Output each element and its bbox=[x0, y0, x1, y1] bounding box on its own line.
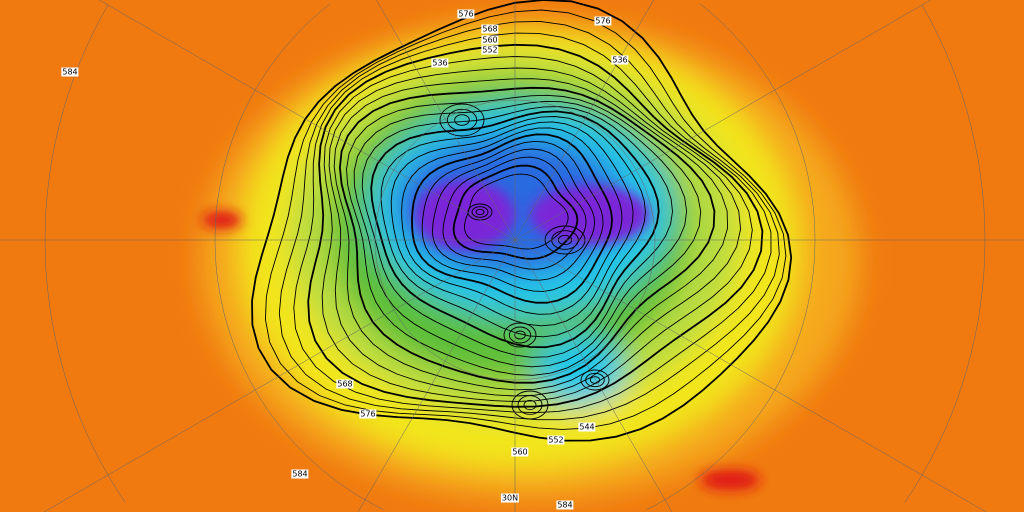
contour-line bbox=[346, 94, 702, 376]
closed-contour bbox=[517, 395, 543, 415]
meridian-line bbox=[99, 0, 516, 241]
contour-line bbox=[370, 110, 660, 349]
contour-line bbox=[464, 173, 569, 250]
meridian-line bbox=[357, 239, 516, 512]
contour-label: 544 bbox=[578, 422, 596, 432]
contour-line bbox=[338, 86, 716, 384]
contour-line bbox=[321, 56, 753, 402]
hot-spot bbox=[700, 470, 760, 490]
closed-contour bbox=[585, 372, 605, 388]
contour-line bbox=[442, 156, 587, 270]
meridian-line bbox=[376, 0, 516, 241]
closed-contour bbox=[454, 114, 470, 126]
contour-label: 584 bbox=[61, 67, 79, 77]
contour-line bbox=[390, 121, 634, 327]
contour-label: 576 bbox=[594, 16, 612, 26]
contour-label: 584 bbox=[556, 500, 574, 510]
contour-line bbox=[264, 9, 787, 430]
contour-line bbox=[421, 140, 604, 292]
contour-line bbox=[333, 78, 729, 391]
contour-label: 536 bbox=[611, 55, 629, 65]
meridian-line bbox=[514, 239, 987, 512]
closed-contour bbox=[471, 206, 489, 218]
contour-line bbox=[307, 43, 764, 408]
closed-contour bbox=[475, 208, 485, 216]
contour-label: 568 bbox=[336, 379, 354, 389]
meridian-line bbox=[514, 239, 673, 512]
closed-contour bbox=[446, 108, 478, 132]
contour-label: 30N bbox=[500, 493, 520, 503]
closed-contour bbox=[589, 376, 601, 384]
latitude-circle bbox=[44, 4, 986, 503]
contour-line bbox=[353, 100, 688, 368]
contour-line bbox=[251, 0, 793, 442]
purple-core-east bbox=[530, 185, 650, 245]
contour-line bbox=[278, 20, 780, 421]
contour-label: 584 bbox=[291, 469, 309, 479]
contour-line bbox=[361, 106, 673, 358]
contour-label: 536 bbox=[431, 58, 449, 68]
contour-line bbox=[432, 148, 596, 281]
closed-contour bbox=[523, 399, 537, 411]
contour-label: 576 bbox=[457, 9, 475, 19]
cyan-lobe bbox=[535, 335, 625, 405]
contour-line bbox=[380, 116, 646, 338]
contour-label: 552 bbox=[481, 45, 499, 55]
contour-lines bbox=[251, 0, 793, 442]
closed-contour bbox=[503, 322, 537, 348]
contour-line bbox=[411, 133, 613, 304]
contour-label: 568 bbox=[481, 24, 499, 34]
closed-contour bbox=[508, 326, 532, 344]
contour-line bbox=[452, 164, 579, 260]
contour-label: 576 bbox=[359, 409, 377, 419]
closed-contour bbox=[511, 390, 549, 420]
closed-contour bbox=[439, 103, 485, 137]
contour-label: 560 bbox=[481, 35, 499, 45]
contour-line bbox=[293, 32, 772, 414]
hot-spot bbox=[202, 211, 242, 229]
meridian-line bbox=[514, 0, 654, 241]
meridian-line bbox=[43, 239, 516, 512]
closed-contour bbox=[580, 369, 610, 391]
contour-label: 552 bbox=[547, 435, 565, 445]
contour-line bbox=[401, 127, 623, 315]
meridian-line bbox=[514, 0, 931, 241]
latitude-circle bbox=[214, 3, 816, 510]
contour-label: 560 bbox=[511, 447, 529, 457]
closed-contour bbox=[514, 330, 526, 340]
contour-line bbox=[328, 67, 742, 397]
